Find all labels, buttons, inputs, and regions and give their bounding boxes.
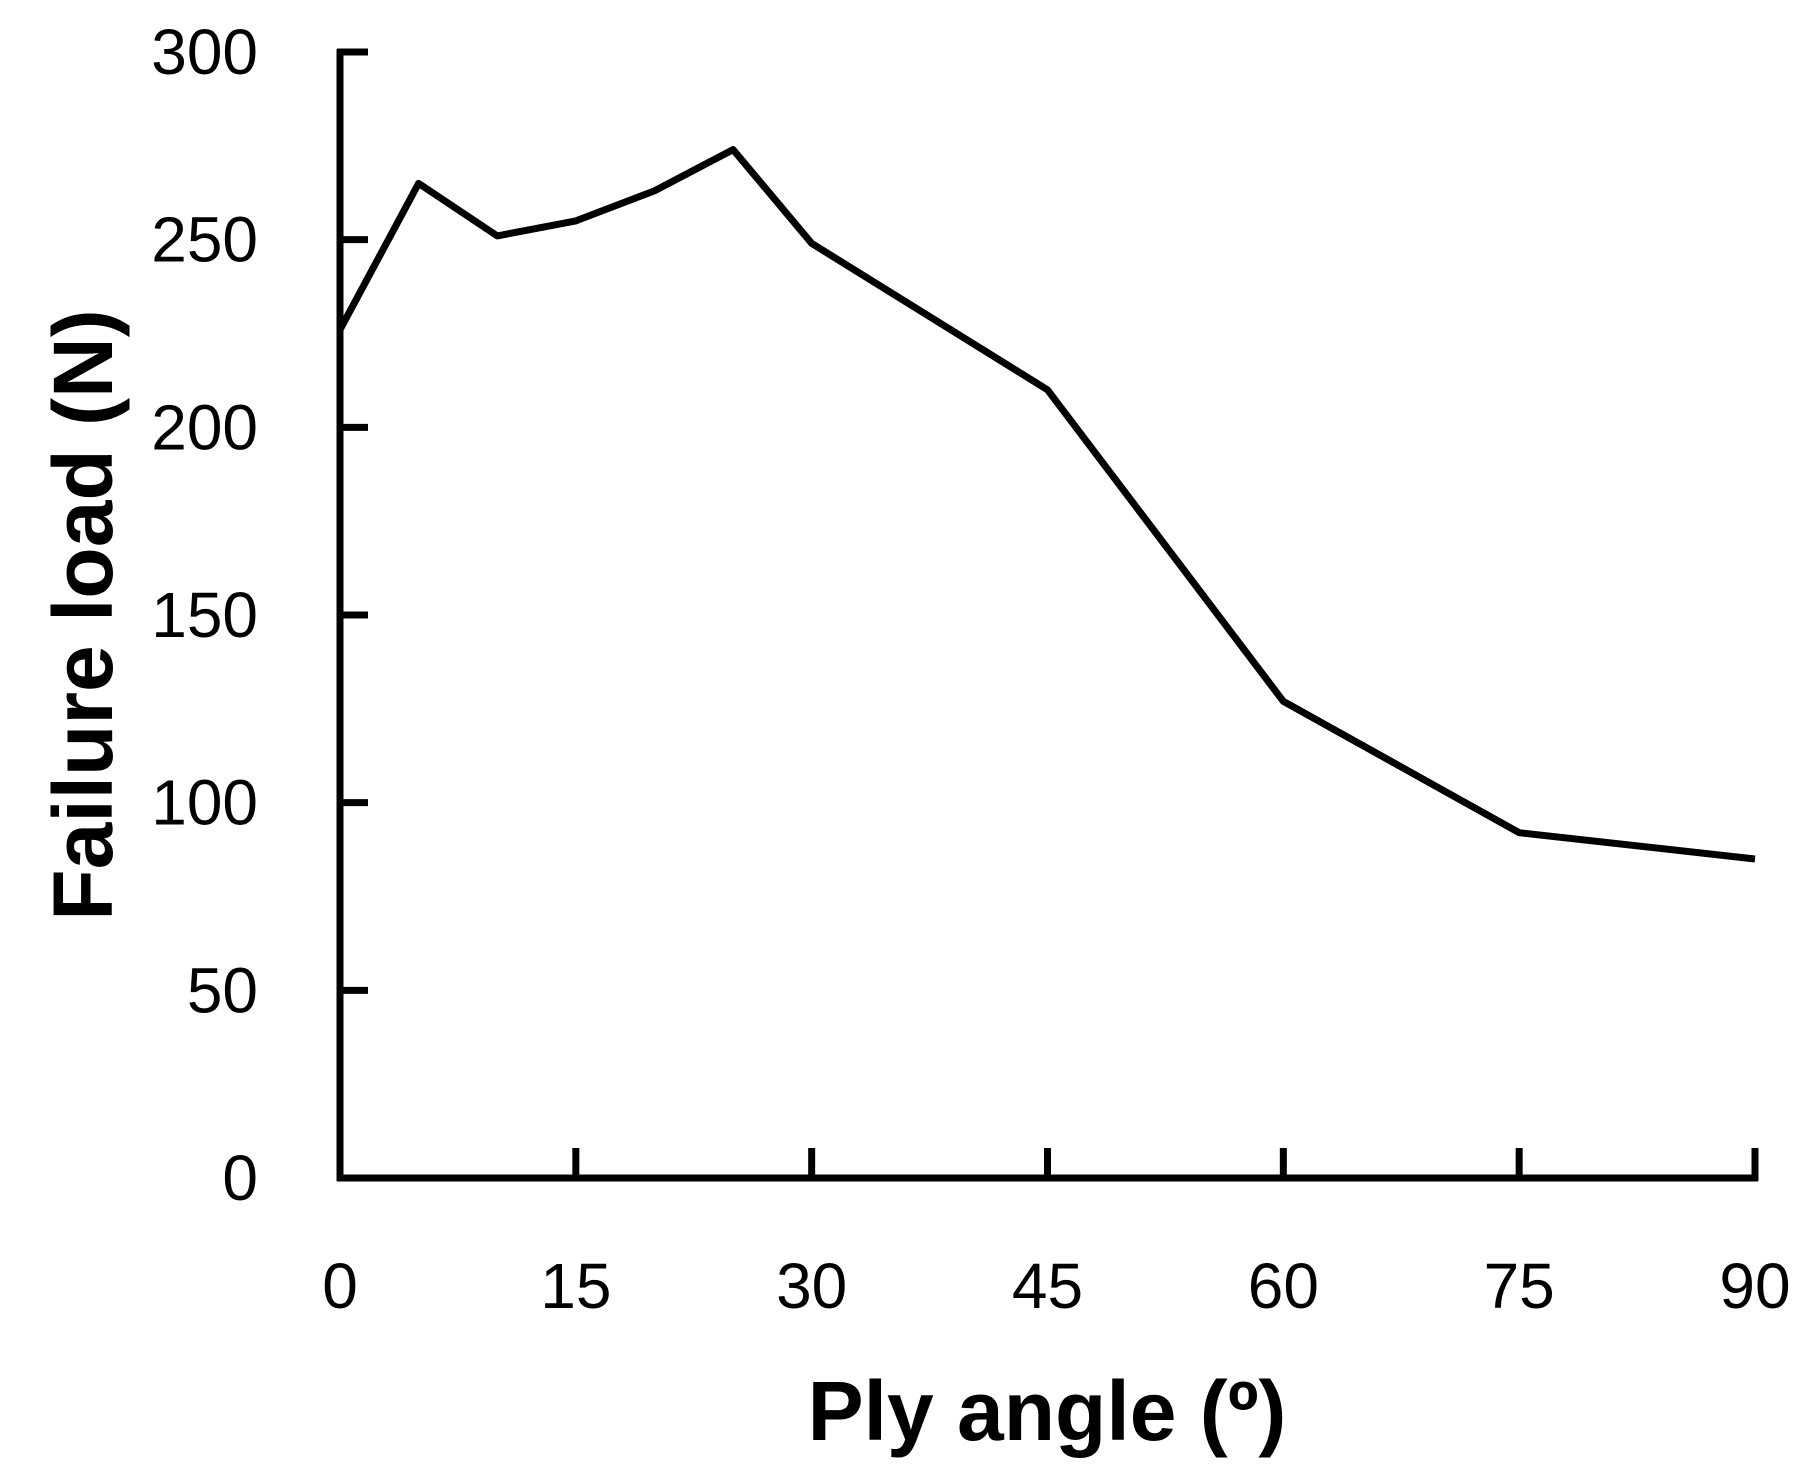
x-tick-label: 0	[322, 1250, 358, 1322]
y-tick-label: 100	[151, 767, 258, 839]
y-tick-label: 200	[151, 391, 258, 463]
ticks-layer: 0 50 100 150 200 250 300 0 15 30 45 60 75 90	[151, 16, 1790, 1322]
x-axis-title: Ply angle (º)	[808, 1364, 1287, 1458]
x-tick-label: 90	[1719, 1250, 1790, 1322]
y-tick-label: 0	[222, 1142, 258, 1214]
y-tick-label: 50	[187, 954, 258, 1026]
y-tick-label: 250	[151, 204, 258, 276]
x-tick-label: 45	[1012, 1250, 1083, 1322]
y-axis-title: Failure load (N)	[36, 309, 130, 920]
series-line	[336, 146, 1756, 863]
y-tick-label: 150	[151, 579, 258, 651]
x-tick-label: 30	[776, 1250, 847, 1322]
series-layer	[336, 146, 1756, 863]
x-tick-label: 75	[1484, 1250, 1555, 1322]
x-tick-label: 15	[540, 1250, 611, 1322]
y-tick-label: 300	[151, 16, 258, 88]
x-tick-label: 60	[1248, 1250, 1319, 1322]
